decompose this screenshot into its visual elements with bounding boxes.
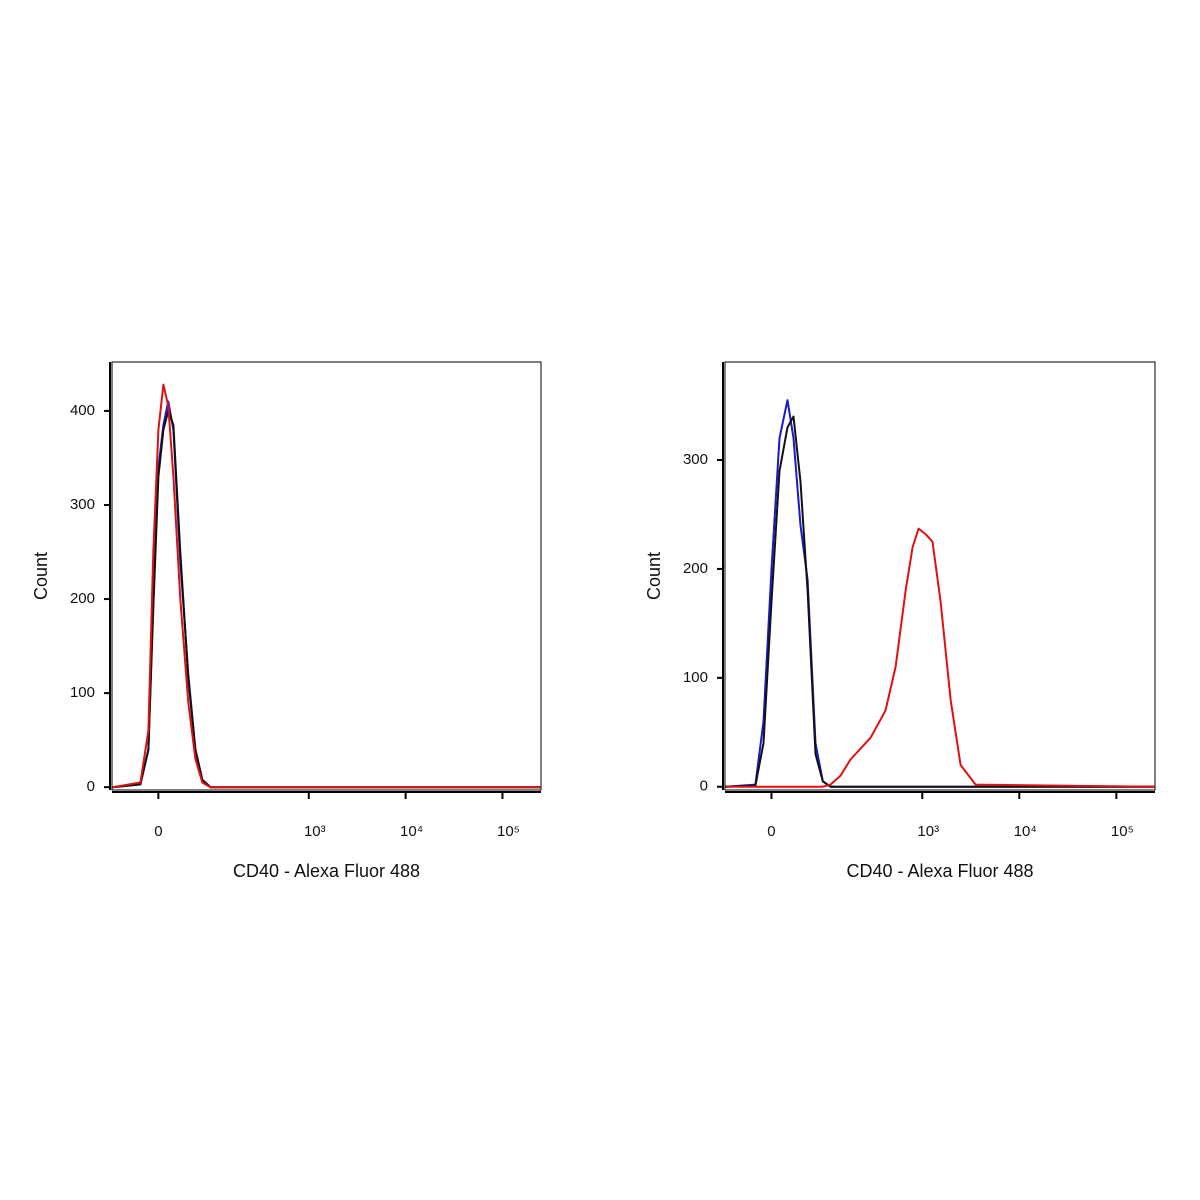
histogram-line — [725, 415, 1155, 788]
histogram-line — [725, 527, 1156, 788]
y-tick-label: 300 — [683, 451, 708, 468]
y-tick-label: 0 — [700, 778, 708, 795]
x-tick-label: 0 — [767, 823, 775, 840]
plot-frame — [111, 361, 542, 791]
y-axis-label: Count — [644, 552, 664, 600]
x-tick-label: 10³ — [917, 823, 939, 840]
x-tick-label: 10⁴ — [1014, 823, 1037, 840]
y-tick-label: 200 — [70, 590, 95, 607]
histogram-line — [112, 409, 541, 789]
x-tick-label: 10⁵ — [497, 823, 520, 840]
y-tick-label: 200 — [683, 560, 708, 577]
y-tick-label: 300 — [70, 496, 95, 513]
y-tick-label: 0 — [87, 778, 95, 795]
y-tick-label: 100 — [70, 684, 95, 701]
histogram-line — [112, 383, 541, 789]
y-tick-label: 100 — [683, 669, 708, 686]
y-tick-label: 400 — [70, 402, 95, 419]
plot-frame — [724, 361, 1156, 791]
x-tick-label: 10⁵ — [1111, 823, 1134, 840]
x-tick-label: 10³ — [304, 823, 326, 840]
y-axis-label: Count — [31, 552, 51, 600]
x-tick-label: 10⁴ — [400, 823, 423, 840]
x-axis-label: CD40 - Alexa Fluor 488 — [233, 861, 420, 881]
histogram-line — [112, 400, 541, 789]
x-tick-label: 0 — [154, 823, 162, 840]
x-axis-label: CD40 - Alexa Fluor 488 — [846, 861, 1033, 881]
